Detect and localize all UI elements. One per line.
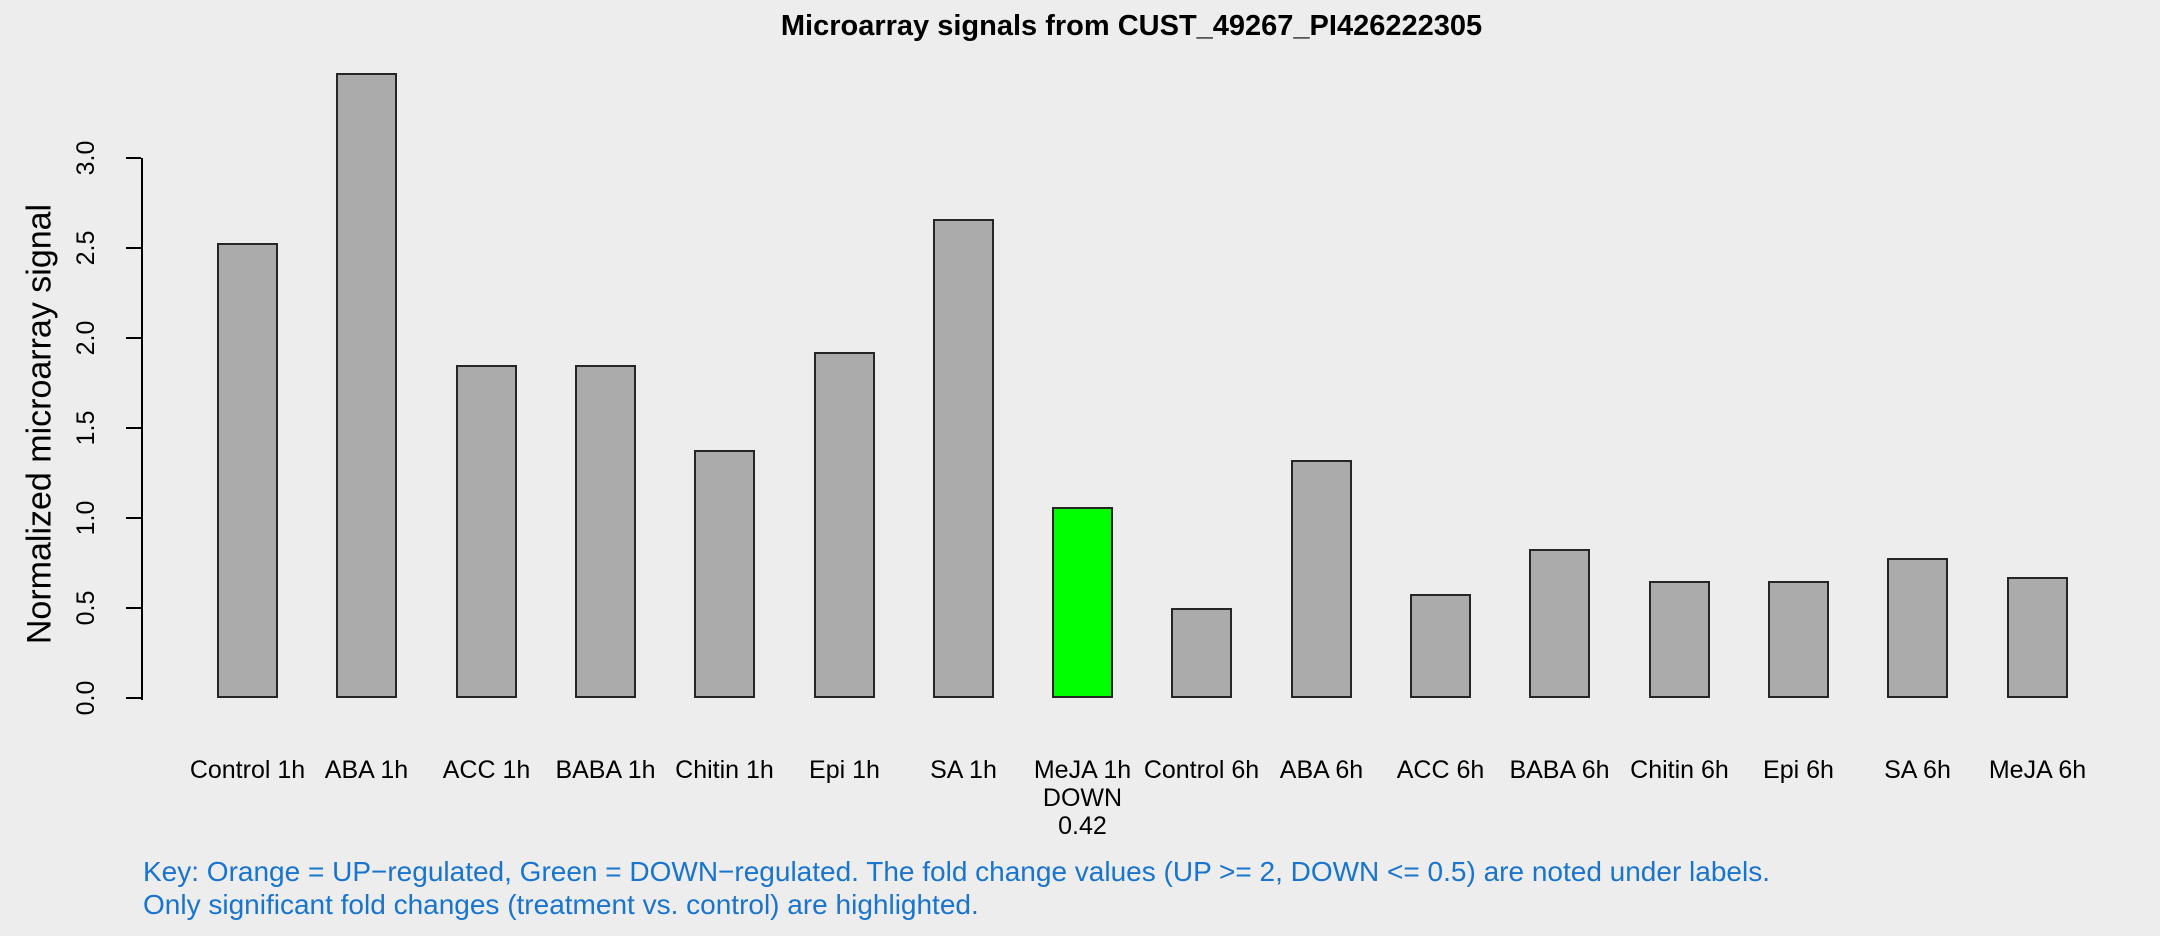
bar-acc-6h (1410, 594, 1471, 698)
bar-chitin-1h (694, 450, 755, 698)
category-label: Chitin 6h (1630, 756, 1729, 784)
y-tick-label: 2.0 (71, 320, 100, 356)
x-label-control-6h: Control 6h (1122, 756, 1282, 784)
x-label-aba-6h: ABA 6h (1242, 756, 1402, 784)
category-label: SA 6h (1884, 756, 1951, 784)
x-label-acc-6h: ACC 6h (1361, 756, 1521, 784)
bar-meja-1h (1052, 507, 1113, 698)
y-axis-label: Normalized microarray signal (20, 203, 59, 645)
category-label: Control 1h (189, 756, 306, 784)
bar-chitin-6h (1649, 581, 1710, 698)
x-label-epi-1h: Epi 1h (765, 756, 925, 784)
y-tick (126, 427, 141, 429)
x-label-sa-1h: SA 1h (884, 756, 1044, 784)
y-tick (126, 247, 141, 249)
bar-control-6h (1171, 608, 1232, 698)
regulation-label: DOWN (1042, 784, 1123, 812)
legend-key: Key: Orange = UP−regulated, Green = DOWN… (143, 855, 1770, 921)
x-label-meja-1h: MeJA 1h DOWN 0.42 (1003, 756, 1163, 840)
category-label: Epi 6h (1763, 756, 1834, 784)
y-tick (126, 517, 141, 519)
bar-sa-1h (933, 219, 994, 698)
bar-sa-6h (1887, 558, 1948, 698)
x-label-meja-6h: MeJA 6h (1958, 756, 2118, 784)
y-tick-label: 2.5 (71, 230, 100, 266)
x-label-chitin-1h: Chitin 1h (645, 756, 805, 784)
bar-aba-6h (1291, 460, 1352, 698)
category-label: Control 6h (1143, 756, 1260, 784)
y-tick (126, 337, 141, 339)
y-tick-label: 0.0 (71, 680, 100, 716)
y-axis-line (141, 158, 143, 700)
bar-acc-1h (456, 365, 517, 698)
x-label-sa-6h: SA 6h (1838, 756, 1998, 784)
bar-aba-1h (336, 73, 397, 698)
x-label-baba-1h: BABA 1h (526, 756, 686, 784)
y-tick-label: 1.5 (71, 410, 100, 446)
y-tick (126, 697, 141, 699)
category-label: Epi 1h (809, 756, 880, 784)
x-label-epi-6h: Epi 6h (1719, 756, 1879, 784)
key-line-2: Only significant fold changes (treatment… (143, 889, 979, 920)
category-label: MeJA 1h (1033, 756, 1132, 784)
bar-baba-1h (575, 365, 636, 698)
y-tick (126, 157, 141, 159)
category-label: SA 1h (930, 756, 997, 784)
category-label: ABA 6h (1279, 756, 1364, 784)
category-label: ACC 6h (1396, 756, 1485, 784)
bar-baba-6h (1529, 549, 1590, 698)
x-label-aba-1h: ABA 1h (287, 756, 447, 784)
category-label: BABA 6h (1509, 756, 1610, 784)
y-tick (126, 607, 141, 609)
x-label-acc-1h: ACC 1h (407, 756, 567, 784)
category-label: MeJA 6h (1988, 756, 2087, 784)
category-label: Chitin 1h (675, 756, 774, 784)
category-label: ABA 1h (324, 756, 409, 784)
bar-control-1h (217, 243, 278, 698)
x-label-control-1h: Control 1h (168, 756, 328, 784)
bar-meja-6h (2007, 577, 2068, 698)
key-line-1: Key: Orange = UP−regulated, Green = DOWN… (143, 856, 1770, 887)
y-tick-label: 1.0 (71, 500, 100, 536)
fold-change-label: 0.42 (1058, 812, 1107, 840)
chart-title: Microarray signals from CUST_49267_PI426… (780, 10, 1483, 42)
x-label-baba-6h: BABA 6h (1480, 756, 1640, 784)
category-label: BABA 1h (555, 756, 656, 784)
y-tick-label: 0.5 (71, 590, 100, 626)
x-label-chitin-6h: Chitin 6h (1600, 756, 1760, 784)
bar-epi-6h (1768, 581, 1829, 698)
y-tick-label: 3.0 (71, 140, 100, 176)
category-label: ACC 1h (442, 756, 531, 784)
bar-epi-1h (814, 352, 875, 698)
